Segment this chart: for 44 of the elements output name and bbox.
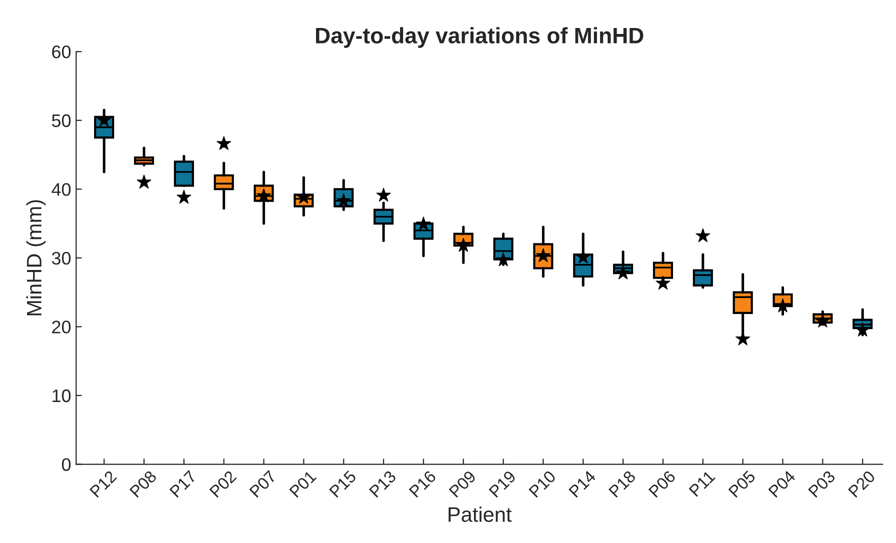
point [216,136,232,150]
y-tick-label: 20 [52,320,71,334]
y-tick-label: 10 [52,389,71,402]
x-tick-label: P01 [289,470,317,498]
y-tick-label: 40 [52,183,71,196]
x-tick-label: P12 [89,470,118,498]
x-tick-label: P14 [568,470,596,498]
point [775,298,790,312]
point [176,190,192,204]
y-axis-title: MinHD (mm) [26,200,46,316]
x-axis-title: Patient [448,506,512,522]
y-tick-label: 0 [62,458,71,471]
x-tick-label: P05 [728,470,756,498]
point [855,322,870,336]
point [656,276,670,290]
x-tick-label: P09 [448,470,476,498]
x-tick-label: P10 [528,470,556,498]
point [136,174,152,189]
x-tick-label: P11 [688,470,716,497]
point [696,228,710,242]
x-tick-label: P13 [368,470,397,498]
x-tick-label: P03 [808,470,836,498]
y-tick-label: 50 [52,114,71,128]
point [815,314,830,328]
x-tick-label: P20 [848,470,876,498]
x-tick-label: P16 [408,470,437,498]
point [376,188,391,202]
x-tick-label: P08 [129,470,158,498]
point [576,250,590,264]
point [496,252,511,266]
y-tick-label: 30 [52,252,71,265]
point [456,238,471,252]
x-tick-label: P02 [209,470,237,498]
point [616,265,630,280]
x-tick-label: P07 [249,470,277,498]
x-tick-label: P15 [329,470,357,498]
y-tick-label: 60 [52,46,71,58]
point [416,216,431,230]
chart-title: Day-to-day variations of MinHD [316,27,644,48]
x-tick-label: P19 [488,470,516,498]
x-tick-label: P04 [768,470,796,498]
x-tick-label: P06 [648,470,676,498]
x-tick-label: P17 [169,470,197,498]
x-tick-label: P18 [608,470,636,498]
